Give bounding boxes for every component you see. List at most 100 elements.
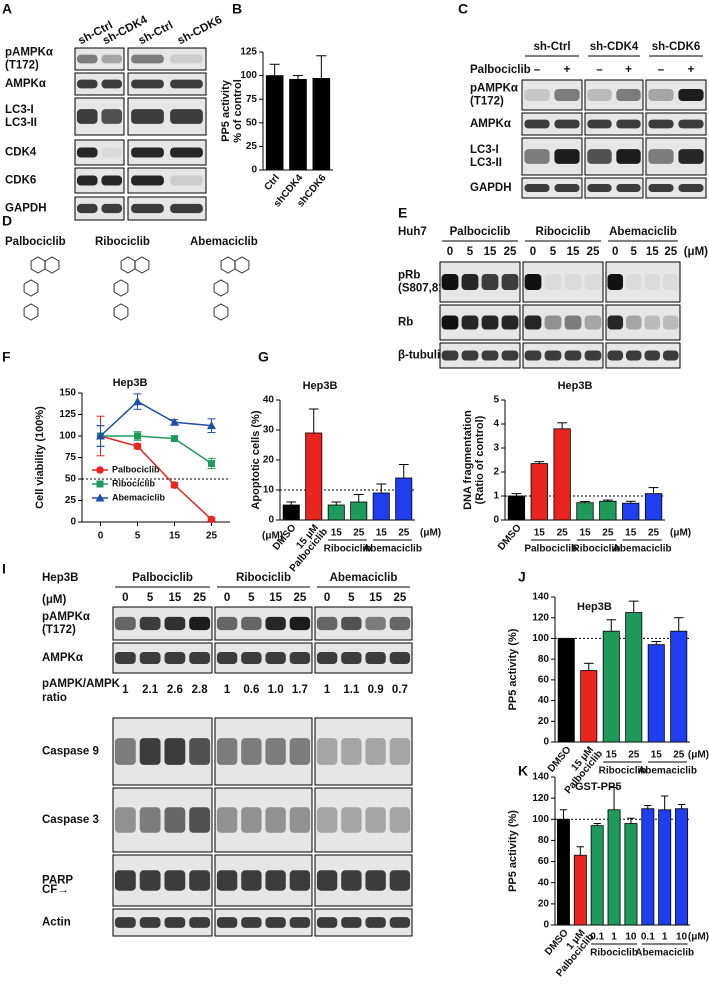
blot-band bbox=[584, 315, 602, 330]
blot-box bbox=[645, 112, 707, 136]
y-tick-label: 100 bbox=[532, 633, 549, 644]
point bbox=[133, 397, 142, 406]
bar bbox=[350, 501, 368, 521]
treatment-sign: – bbox=[534, 64, 541, 76]
bar bbox=[556, 818, 570, 926]
blot-band bbox=[265, 738, 286, 765]
point bbox=[170, 481, 179, 489]
y-axis-label: DNA fragmentation bbox=[462, 410, 474, 510]
y-tick-label: 0 bbox=[493, 515, 499, 526]
ratio-value: 0.7 bbox=[392, 684, 408, 696]
blot-band bbox=[216, 738, 238, 765]
blot-row-label: CDK6 bbox=[5, 175, 36, 187]
blot-row-label: pAMPKα bbox=[470, 83, 518, 95]
legend-label: Ribociclib bbox=[112, 478, 156, 488]
panel-label: K bbox=[518, 763, 528, 779]
x-tick-label: DMSO bbox=[496, 522, 524, 552]
blot-band bbox=[289, 917, 311, 928]
blot-band bbox=[189, 738, 211, 765]
y-axis-label: (Ratio of control) bbox=[474, 415, 486, 504]
blot-band bbox=[644, 315, 661, 330]
blot-row-label: Rb bbox=[398, 317, 413, 329]
blot-box bbox=[645, 177, 707, 199]
blot-band bbox=[341, 652, 362, 664]
bar bbox=[557, 638, 575, 743]
blot-band bbox=[101, 79, 123, 89]
blot-band bbox=[365, 616, 386, 631]
x-unit: (μM) bbox=[670, 528, 691, 539]
dose-label: 25 bbox=[393, 592, 406, 604]
structure-ring bbox=[220, 256, 236, 274]
blot-band bbox=[316, 917, 338, 928]
blot-row-label: β-tubulin bbox=[398, 350, 447, 362]
bar bbox=[289, 78, 307, 171]
panel-label: E bbox=[398, 205, 407, 221]
blot-band bbox=[164, 652, 186, 664]
blot-row-label: PARP bbox=[42, 875, 73, 887]
y-tick-label: 40 bbox=[263, 395, 275, 406]
blot-band bbox=[76, 175, 98, 186]
blot-box bbox=[584, 177, 644, 199]
blot-row-label: LC3-I bbox=[5, 104, 34, 116]
y-tick-label: 30 bbox=[263, 425, 275, 436]
ratio-value: 1 bbox=[122, 684, 129, 696]
x-tick-label: 25 bbox=[206, 531, 218, 542]
blot-band bbox=[461, 274, 479, 290]
blot-row-label: CDK4 bbox=[5, 147, 37, 159]
y-tick-label: 0 bbox=[543, 920, 549, 931]
blot-band bbox=[316, 807, 338, 833]
bar bbox=[607, 809, 621, 926]
panel-label: J bbox=[518, 569, 526, 585]
blot-row-label: pAMPKα bbox=[5, 47, 53, 59]
dose-label: 0 bbox=[447, 246, 453, 258]
blot-band bbox=[241, 738, 262, 765]
blot-band bbox=[316, 738, 338, 765]
y-tick-label: 50 bbox=[246, 117, 258, 128]
blot-band bbox=[648, 89, 674, 101]
cell-line: Hep3B bbox=[42, 572, 78, 584]
dose-label: 25 bbox=[504, 246, 517, 258]
blot-band bbox=[389, 738, 411, 765]
x-tick-label: 25 bbox=[648, 528, 660, 539]
panel-label: F bbox=[2, 349, 11, 365]
blot-band bbox=[76, 147, 98, 158]
blot-band bbox=[587, 184, 612, 192]
group-label: Abemaciclib bbox=[363, 544, 422, 555]
blot-band bbox=[644, 274, 661, 290]
blot-row-label: Actin bbox=[42, 917, 71, 929]
bar bbox=[599, 500, 617, 521]
bar bbox=[305, 432, 323, 521]
structure-ring bbox=[113, 279, 129, 297]
blot-band bbox=[189, 652, 211, 664]
blot-box bbox=[214, 787, 313, 853]
blot-band bbox=[241, 917, 262, 928]
chart-title: Hep3B bbox=[113, 377, 148, 389]
dose-unit: (μM) bbox=[684, 246, 708, 258]
blot-band bbox=[544, 315, 562, 330]
blot-row-label: pRb bbox=[398, 270, 420, 282]
bar bbox=[282, 504, 300, 521]
blot-band bbox=[131, 54, 164, 64]
x-unit: (μM) bbox=[420, 528, 441, 539]
blot-row-label: (T172) bbox=[470, 96, 504, 108]
blot-row-label: LC3-I bbox=[470, 144, 499, 156]
blot-band bbox=[365, 652, 386, 664]
structure-name: Abemaciclib bbox=[190, 236, 258, 248]
blot-row-label: (T172) bbox=[42, 624, 76, 636]
y-axis-label: % of control bbox=[232, 79, 244, 143]
blot-band bbox=[170, 147, 203, 158]
y-tick-label: 0 bbox=[268, 515, 274, 526]
x-tick-label: 15 bbox=[606, 750, 618, 761]
blot-row-label: Caspase 9 bbox=[42, 746, 99, 758]
dose-label: 5 bbox=[467, 246, 474, 258]
blot-row-label: (T172) bbox=[5, 60, 39, 72]
blot-band bbox=[289, 738, 311, 765]
y-tick-label: 5 bbox=[493, 395, 499, 406]
blot-band bbox=[101, 175, 123, 186]
dose-label: 0 bbox=[224, 592, 230, 604]
blot-band bbox=[216, 807, 238, 833]
blot-band bbox=[170, 203, 203, 214]
blot-band bbox=[289, 652, 311, 664]
blot-band bbox=[544, 274, 562, 290]
y-tick-label: 140 bbox=[532, 772, 549, 783]
